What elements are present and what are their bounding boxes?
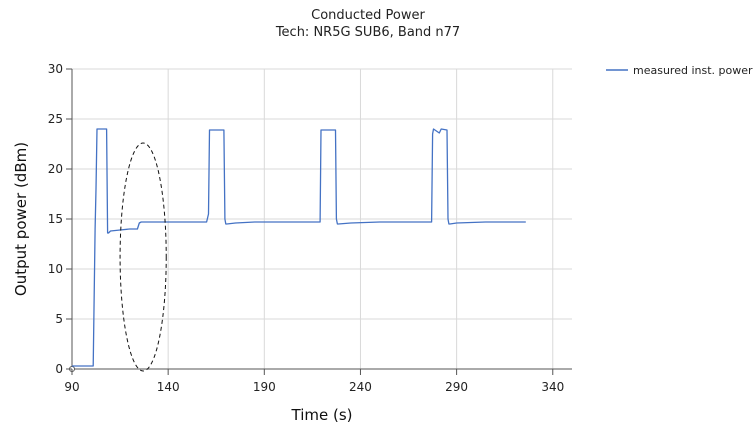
chart-title: Conducted Power	[311, 8, 425, 23]
x-tick-label: 340	[541, 380, 564, 394]
x-tick-label: 290	[445, 380, 468, 394]
x-axis-label: Time (s)	[291, 406, 353, 424]
plot-area	[72, 128, 526, 367]
y-tick-label: 10	[48, 262, 63, 276]
y-ticks: 0 5 10 15 20 25 30	[48, 62, 72, 376]
y-tick-label: 0	[55, 362, 63, 376]
chart-title-group: Conducted Power Tech: NR5G SUB6, Band n7…	[275, 8, 460, 40]
x-tick-label: 240	[349, 380, 372, 394]
y-tick-label: 30	[48, 62, 63, 76]
annotations	[119, 142, 167, 372]
legend-label: measured inst. power	[633, 64, 753, 77]
grid	[72, 68, 572, 369]
y-axis-label: Output power (dBm)	[12, 142, 30, 296]
chart-subtitle: Tech: NR5G SUB6, Band n77	[275, 25, 460, 40]
x-tick-label: 190	[253, 380, 276, 394]
x-tick-label: 90	[64, 380, 79, 394]
y-tick-label: 15	[48, 212, 63, 226]
y-tick-label: 20	[48, 162, 63, 176]
y-tick-label: 25	[48, 112, 63, 126]
annotation-ellipse	[119, 142, 167, 372]
legend: measured inst. power	[606, 64, 753, 77]
y-tick-label: 5	[55, 312, 63, 326]
x-tick-label: 140	[157, 380, 180, 394]
x-ticks: 90 140 190 240 290 340	[64, 369, 564, 394]
series-line-0	[72, 128, 526, 367]
